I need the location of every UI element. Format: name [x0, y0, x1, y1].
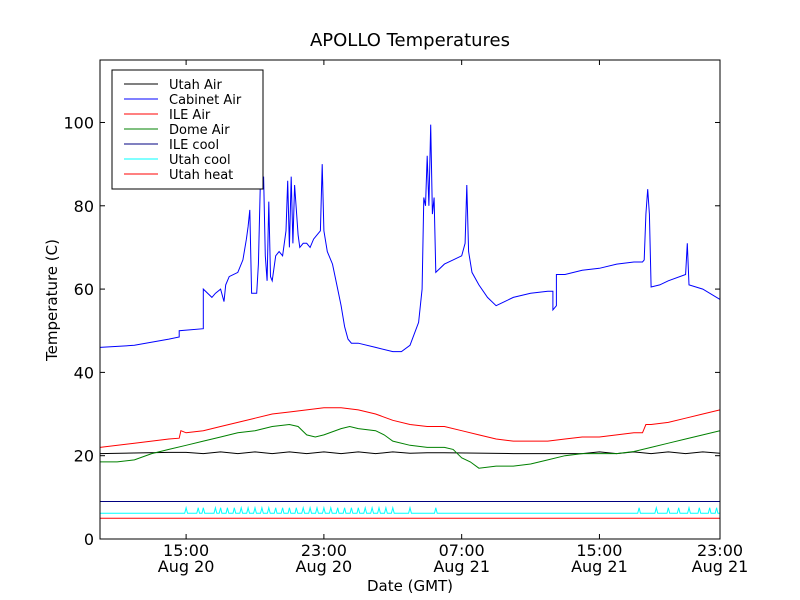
series-line-utah-air [100, 451, 720, 455]
legend-label: ILE cool [169, 138, 219, 153]
x-tick-date-label: Aug 21 [692, 557, 749, 576]
y-tick-label: 100 [63, 113, 94, 132]
chart-title: APOLLO Temperatures [310, 30, 510, 51]
x-tick-time-label: 07:00 [439, 541, 485, 560]
y-axis-label: Temperature (C) [43, 239, 61, 362]
x-tick-time-label: 15:00 [163, 541, 209, 560]
legend-label: Utah Air [169, 78, 222, 93]
x-tick-time-label: 15:00 [576, 541, 622, 560]
x-tick-date-label: Aug 20 [158, 557, 215, 576]
plot-frame [99, 59, 721, 540]
series-layer [100, 124, 720, 519]
x-tick-time-label: 23:00 [697, 541, 743, 560]
y-tick-label: 40 [74, 363, 94, 382]
series-line-ile-air [100, 407, 720, 448]
y-axis: 0 20 40 60 80 100 [63, 113, 720, 549]
x-axis-label: Date (GMT) [367, 577, 453, 595]
x-tick-date-label: Aug 20 [296, 557, 353, 576]
series-line-dome-air [100, 423, 720, 469]
legend-label: Utah heat [169, 168, 233, 183]
x-tick-date-label: Aug 21 [571, 557, 628, 576]
series-line-utah-cool [100, 505, 720, 514]
legend-label: ILE Air [169, 108, 211, 123]
y-tick-label: 80 [74, 197, 94, 216]
y-tick-label: 0 [84, 530, 94, 549]
y-tick-label: 60 [74, 280, 94, 299]
x-tick-time-label: 23:00 [301, 541, 347, 560]
legend-label: Dome Air [169, 123, 230, 138]
legend-label: Cabinet Air [169, 93, 242, 108]
series-line-cabinet-air [100, 124, 720, 353]
legend-label: Utah cool [169, 153, 231, 168]
y-tick-label: 20 [74, 447, 94, 466]
x-tick-date-label: Aug 21 [433, 557, 490, 576]
